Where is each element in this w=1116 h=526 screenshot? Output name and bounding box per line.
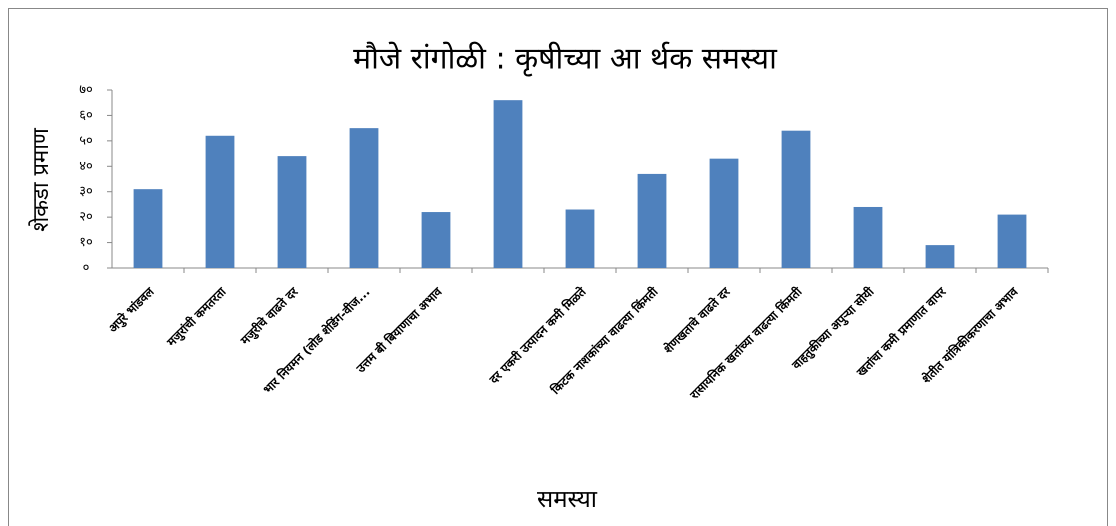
bar <box>349 128 379 268</box>
bar <box>277 156 307 268</box>
bar <box>565 209 595 268</box>
y-tick-label: २० <box>79 210 93 225</box>
chart-border <box>8 8 1108 526</box>
y-tick-label: ४० <box>79 159 93 174</box>
y-tick-label: ३० <box>79 184 93 199</box>
bar <box>853 206 883 268</box>
bar <box>997 214 1027 268</box>
bar <box>709 158 739 268</box>
bar <box>925 245 955 268</box>
y-axis-title: शेकडा प्रमाण <box>28 127 54 232</box>
bar <box>133 189 163 268</box>
y-tick-label: १० <box>79 235 93 250</box>
y-tick-label: ० <box>83 261 90 276</box>
y-tick-label: ५० <box>79 133 93 148</box>
bar <box>421 212 451 268</box>
chart-title: मौजे रांगोळी : कृषीच्या आ र्थक समस्या <box>353 42 778 78</box>
bar <box>205 135 235 268</box>
y-tick-label: ७० <box>79 83 93 98</box>
bar <box>637 173 667 268</box>
y-tick-label: ६० <box>79 108 93 123</box>
x-axis-title: समस्या <box>537 485 598 513</box>
bar <box>493 100 523 269</box>
bar <box>781 130 811 268</box>
